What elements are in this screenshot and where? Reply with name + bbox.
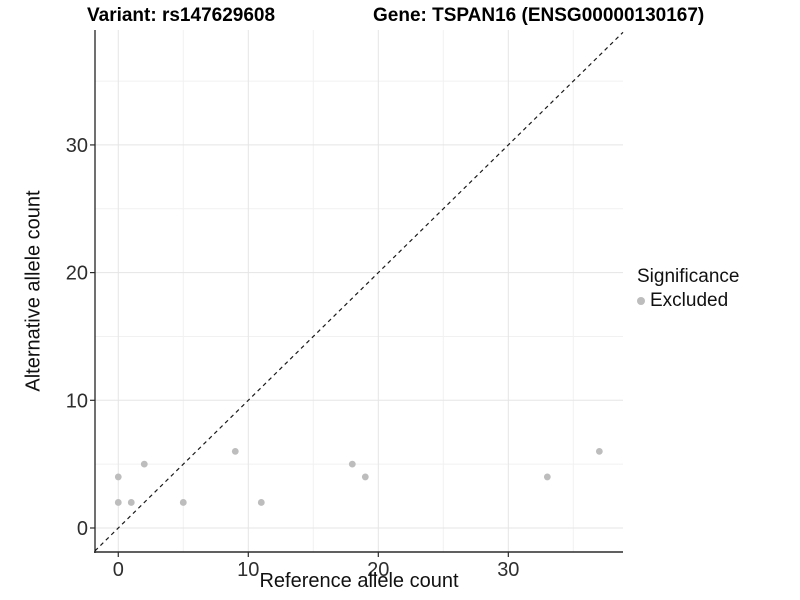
legend-item-excluded: Excluded: [637, 290, 739, 312]
data-point: [140, 460, 148, 468]
data-point: [348, 460, 356, 468]
x-tick-label: 30: [497, 559, 519, 581]
data-point: [127, 499, 135, 506]
y-tick-label: 0: [77, 518, 88, 540]
data-point: [231, 447, 239, 455]
y-tick-label: 20: [66, 263, 88, 285]
identity-line: [94, 31, 624, 552]
excluded-point-icon: [637, 297, 645, 305]
x-axis-title: Reference allele count: [259, 570, 459, 592]
legend-title: Significance: [637, 266, 740, 287]
data-point: [114, 499, 122, 506]
legend: Significance Excluded: [637, 266, 739, 312]
plot-title-gene: Gene: TSPAN16 (ENSG00000130167): [373, 5, 705, 26]
x-tick-label: 0: [113, 559, 124, 581]
plot-title-variant: Variant: rs147629608: [87, 5, 276, 26]
y-tick-label: 10: [66, 390, 88, 412]
x-tick-label: 10: [237, 559, 259, 581]
data-point: [361, 473, 369, 481]
legend-item-label: Excluded: [650, 290, 729, 311]
data-point: [179, 499, 187, 506]
data-point: [257, 499, 265, 506]
data-point: [543, 473, 551, 481]
x-tick-label: 20: [367, 559, 389, 581]
data-point: [595, 447, 603, 455]
data-point: [114, 473, 122, 481]
y-tick-label: 30: [66, 135, 88, 157]
